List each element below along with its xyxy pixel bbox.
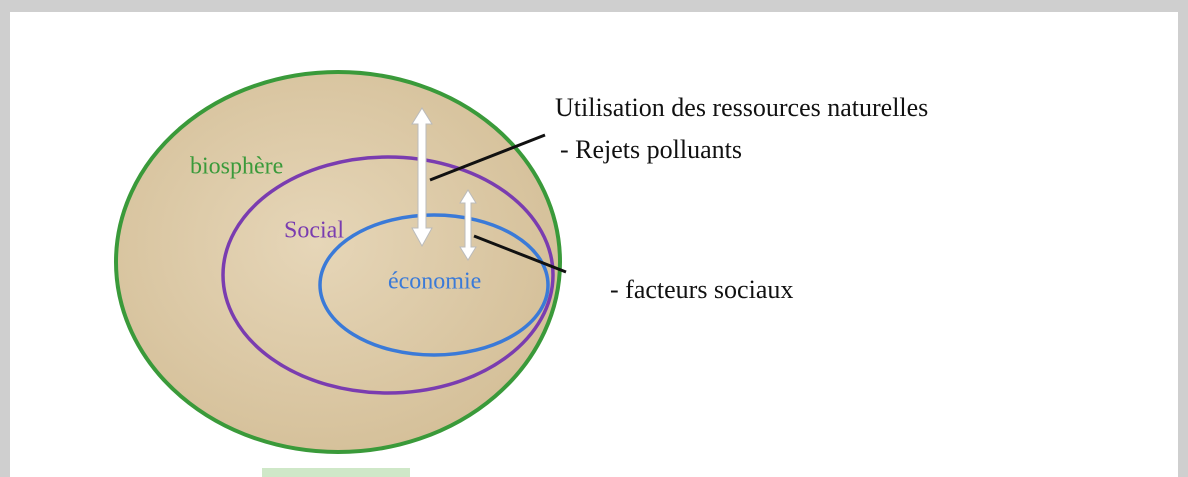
biosphere-ellipse — [114, 70, 562, 454]
double-arrow — [411, 107, 433, 248]
economie-ellipse — [318, 213, 550, 357]
social-ellipse — [221, 155, 555, 395]
double-arrow — [459, 189, 477, 261]
annotation: Utilisation des ressources naturelles — [555, 93, 928, 122]
annotation: - facteurs sociaux — [610, 275, 793, 304]
bottom-strip — [262, 468, 410, 477]
annotation: - Rejets polluants — [560, 135, 742, 164]
region-label: Social — [284, 218, 344, 244]
pointer-line — [473, 234, 567, 274]
region-label: économie — [388, 269, 481, 295]
pointer-line — [429, 133, 546, 182]
region-label: biosphère — [190, 154, 283, 180]
